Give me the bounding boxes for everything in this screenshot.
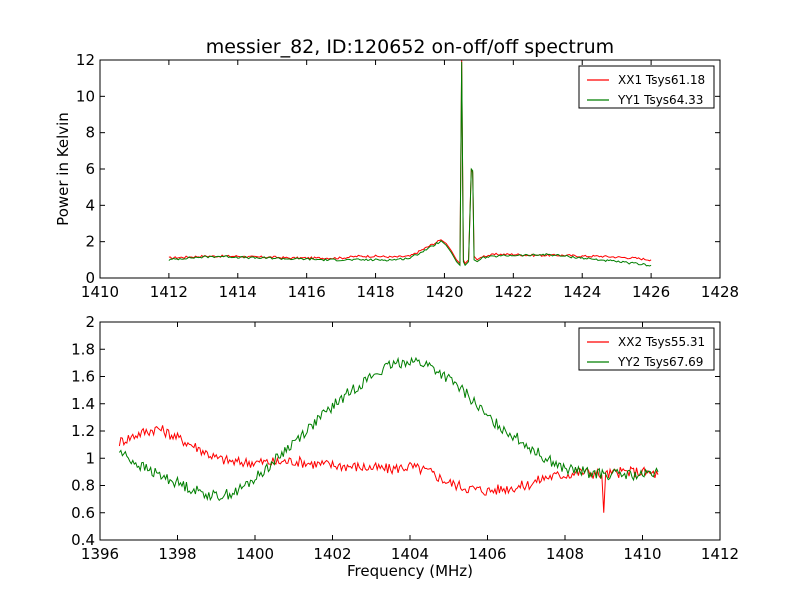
legend-label: YY1 Tsys64.33 — [617, 93, 703, 107]
y-tick-label: 1 — [85, 449, 95, 467]
legend-label: YY2 Tsys67.69 — [617, 355, 703, 369]
x-tick-label: 1412 — [701, 545, 739, 563]
y-tick-label: 10 — [76, 87, 95, 105]
x-tick-label: 1400 — [236, 545, 274, 563]
x-tick-label: 1422 — [494, 283, 532, 301]
x-tick-label: 1398 — [158, 545, 196, 563]
y-tick-label: 0.6 — [71, 504, 95, 522]
x-tick-label: 1404 — [391, 545, 429, 563]
series-line-2 — [168, 61, 652, 267]
legend: XX1 Tsys61.18 YY1 Tsys64.33 — [578, 65, 715, 109]
legend-label: XX1 Tsys61.18 — [618, 73, 705, 87]
top-spectrum-chart: 1410 1412 1414 1416 1418 1420 1422 1424 1426 1428… — [54, 36, 739, 301]
y-tick-label: 1.8 — [71, 340, 95, 358]
x-tick-label: 1420 — [425, 283, 463, 301]
x-tick-label: 1410 — [623, 545, 661, 563]
bottom-spectrum-chart: 1396 1398 1400 1402 1404 1406 1408 1410 1412 0.4 0… — [71, 313, 739, 580]
y-tick-label: 12 — [76, 51, 95, 69]
y-tick-label: 0.8 — [71, 477, 95, 495]
chart-title: messier_82, ID:120652 on-off/off spectru… — [206, 36, 614, 58]
x-tick-label: 1414 — [219, 283, 257, 301]
y-tick-label: 2 — [85, 313, 95, 331]
y-tick-label: 0 — [85, 269, 95, 287]
y-tick-label: 6 — [85, 160, 95, 178]
legend-box — [578, 65, 715, 109]
x-axis-label: Frequency (MHz) — [347, 562, 473, 580]
y-axis-label: Power in Kelvin — [54, 112, 72, 226]
x-tick-label: 1412 — [150, 283, 188, 301]
y-tick-label: 4 — [85, 196, 95, 214]
legend-label: XX2 Tsys55.31 — [618, 335, 705, 349]
x-tick-label: 1402 — [313, 545, 351, 563]
x-tick-label: 1416 — [288, 283, 326, 301]
x-tick-label: 1428 — [701, 283, 739, 301]
y-tick-label: 1.6 — [71, 368, 95, 386]
y-tick-label: 1.4 — [71, 395, 95, 413]
legend-box — [578, 327, 715, 371]
y-tick-label: 0.4 — [71, 531, 95, 549]
x-tick-label: 1408 — [546, 545, 584, 563]
x-tick-label: 1424 — [563, 283, 601, 301]
x-tick-label: 1396 — [81, 545, 119, 563]
y-tick-label: 2 — [85, 233, 95, 251]
y-tick-label: 8 — [85, 124, 95, 142]
legend: XX2 Tsys55.31 YY2 Tsys67.69 — [578, 327, 715, 371]
series-line-1 — [168, 59, 652, 265]
x-tick-label: 1418 — [356, 283, 394, 301]
x-tick-label: 1426 — [632, 283, 670, 301]
x-tick-label: 1410 — [81, 283, 119, 301]
x-tick-label: 1406 — [468, 545, 506, 563]
y-tick-label: 1.2 — [71, 422, 95, 440]
series-line-2 — [118, 356, 659, 502]
